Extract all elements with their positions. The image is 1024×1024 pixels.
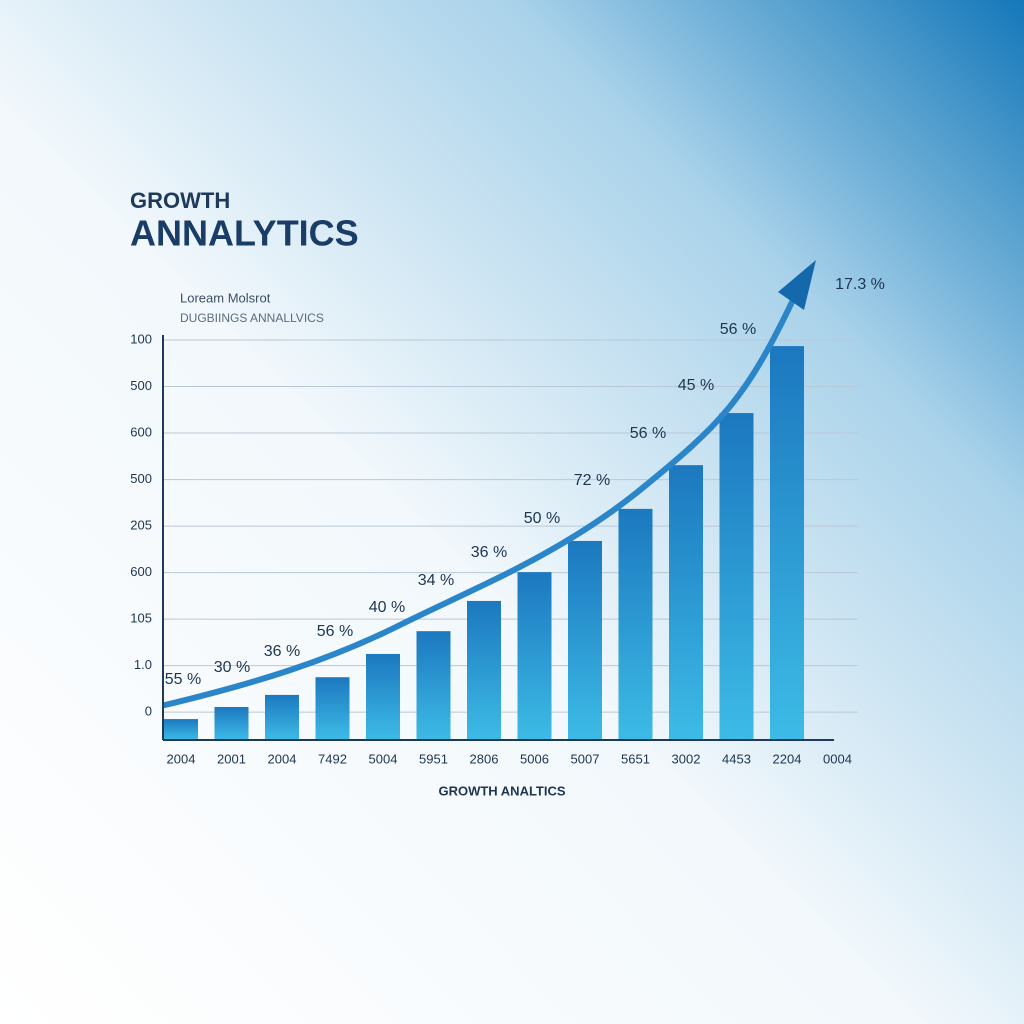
- annotation: 36 %: [471, 544, 507, 561]
- annotation: 55 %: [165, 671, 201, 688]
- y-tick-label: 500: [130, 378, 152, 393]
- bar: [719, 413, 754, 740]
- subtitle: ANNALYTICS: [130, 213, 359, 254]
- bar: [669, 465, 703, 740]
- bar: [265, 694, 299, 740]
- bar: [517, 572, 552, 740]
- y-tick-label: 600: [130, 424, 152, 439]
- annotation: 40 %: [369, 599, 405, 616]
- x-tick-label: 5007: [571, 751, 600, 766]
- annotation: 17.3 %: [835, 276, 885, 293]
- arrow-head: [778, 260, 816, 310]
- bar: [467, 600, 501, 740]
- title: GROWTH: [130, 188, 230, 213]
- bar: [315, 677, 350, 740]
- trend-arrow: [162, 299, 795, 708]
- x-tick-label: 2204: [773, 751, 802, 766]
- annotation: 56 %: [720, 321, 756, 338]
- bar: [214, 706, 249, 740]
- bar: [770, 346, 804, 740]
- x-tick-label: 2004: [167, 751, 196, 766]
- x-axis-label: GROWTH ANALTICS: [438, 783, 565, 798]
- x-tick-label: 5951: [419, 751, 448, 766]
- caption: Loream Molsrot: [180, 290, 271, 305]
- caption: DUGBIINGS ANNALLVICS: [180, 311, 324, 325]
- y-tick-label: 105: [130, 611, 152, 626]
- annotation: 45 %: [678, 377, 714, 394]
- annotation: 36 %: [264, 643, 300, 660]
- x-tick-label: 2001: [217, 751, 246, 766]
- x-tick-label: 4453: [722, 751, 751, 766]
- annotation: 30 %: [214, 659, 250, 676]
- x-tick-label: 3002: [672, 751, 701, 766]
- x-tick-label: 0004: [823, 751, 852, 766]
- annotation: 72 %: [574, 472, 610, 489]
- annotation: 50 %: [524, 510, 560, 527]
- y-tick-label: 600: [130, 564, 152, 579]
- bar: [568, 540, 602, 740]
- annotation: 34 %: [418, 572, 454, 589]
- annotation: 56 %: [317, 623, 353, 640]
- x-tick-label: 2806: [470, 751, 499, 766]
- bar: [618, 508, 653, 740]
- bar: [416, 631, 451, 740]
- bar: [164, 719, 198, 740]
- y-tick-label: 205: [130, 518, 152, 533]
- x-tick-label: 7492: [318, 751, 347, 766]
- y-tick-label: 0: [145, 704, 152, 719]
- x-tick-label: 5651: [621, 751, 650, 766]
- x-tick-label: 2004: [268, 751, 297, 766]
- x-tick-label: 5006: [520, 751, 549, 766]
- y-tick-label: 1.0: [134, 657, 152, 672]
- plot: 0 1.0 105 600 205 500 600 500 100 2004 2001 2004 749…: [130, 331, 858, 766]
- bar: [366, 653, 400, 740]
- x-tick-label: 5004: [369, 751, 398, 766]
- y-tick-label: 500: [130, 471, 152, 486]
- annotation: 56 %: [630, 425, 666, 442]
- y-tick-label: 100: [130, 331, 152, 346]
